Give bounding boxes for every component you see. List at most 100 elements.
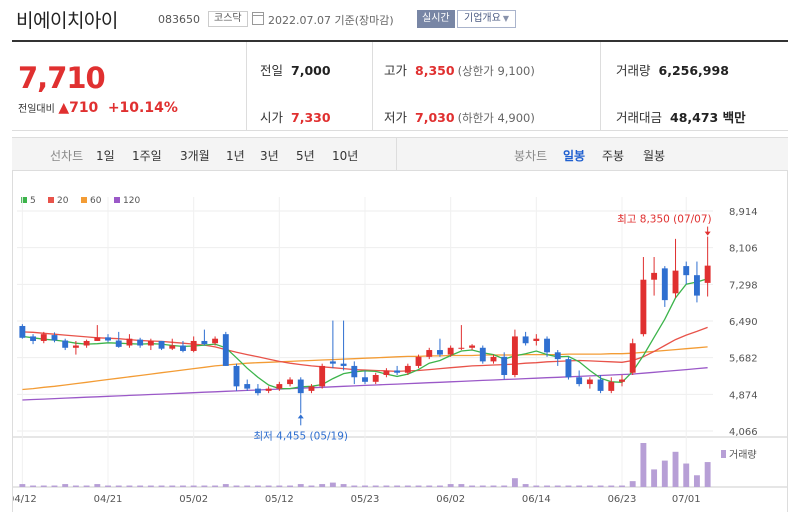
legend-label: 120 <box>123 196 140 206</box>
high-value: 8,350 <box>415 63 455 78</box>
volume-bar <box>651 469 658 487</box>
divider <box>246 42 247 131</box>
volume-bar <box>383 485 390 487</box>
y-tick-label: 4,874 <box>729 390 758 401</box>
stock-name: 비에이치아이 <box>16 10 118 32</box>
x-tick-label: 05/23 <box>351 494 380 505</box>
amount-label: 거래대금 <box>616 110 663 125</box>
candle <box>190 340 197 351</box>
volume-bar <box>190 485 197 487</box>
volume-bar <box>308 485 315 487</box>
candle <box>287 379 293 385</box>
volume-bar <box>608 485 615 487</box>
volume-bar <box>372 485 379 487</box>
candle <box>94 337 101 341</box>
candle <box>158 340 165 349</box>
candle <box>683 266 690 276</box>
candle <box>308 386 315 391</box>
tab-3y[interactable]: 3년 <box>260 149 279 163</box>
tab-1d[interactable]: 1일 <box>96 149 115 163</box>
company-overview-button[interactable]: 기업개요 ▼ <box>457 10 516 28</box>
low-value: 7,030 <box>415 110 455 125</box>
ma60-line <box>22 346 708 391</box>
candle <box>201 340 208 345</box>
volume-bar <box>447 484 454 487</box>
y-tick-label: 7,298 <box>729 280 758 291</box>
candle <box>533 338 540 341</box>
change-row: 전일대비 ▲710 +10.14% <box>18 100 178 116</box>
tab-10y[interactable]: 10년 <box>332 149 359 163</box>
high-arrow-head <box>704 231 711 236</box>
y-tick-label: 6,490 <box>729 317 758 328</box>
volume-bar <box>287 485 293 487</box>
candle <box>297 379 304 394</box>
candlestick-chart[interactable]: 5 20 60 120 8,914 8,106 7,298 6,490 5,682 4,874 4,… <box>13 171 787 512</box>
volume-value: 6,256,998 <box>658 63 729 78</box>
tab-daily[interactable]: 일봉 <box>563 149 586 163</box>
x-tick-label: 05/12 <box>265 494 294 505</box>
candle <box>511 336 518 376</box>
y-tick-label: 8,914 <box>729 207 758 218</box>
candle <box>522 336 529 344</box>
tab-5y[interactable]: 5년 <box>296 149 315 163</box>
candle <box>105 337 111 341</box>
date-text: 2022.07.07 기준(장마감) <box>268 14 394 27</box>
candle <box>72 345 79 348</box>
x-tick-label: 05/02 <box>179 494 208 505</box>
candle <box>576 377 583 385</box>
lower-limit: (하한가 4,900) <box>457 111 535 125</box>
volume-bar <box>222 484 229 487</box>
tab-1y[interactable]: 1년 <box>226 149 245 163</box>
volume-bar <box>233 485 240 487</box>
candle <box>126 338 133 346</box>
x-tick-label: 06/02 <box>436 494 465 505</box>
volume-bar <box>105 485 111 487</box>
candle <box>212 338 219 344</box>
candle <box>426 350 433 357</box>
open-label: 시가 <box>260 110 284 125</box>
volume-bar <box>244 485 251 487</box>
volume-bar <box>169 485 176 487</box>
candle <box>169 345 176 349</box>
ma120-line <box>22 367 708 401</box>
high-label: 고가 <box>384 63 408 78</box>
candle <box>415 356 422 366</box>
candle <box>233 365 240 387</box>
volume-bar <box>554 485 561 487</box>
y-tick-label: 4,066 <box>729 427 758 438</box>
candle <box>83 340 90 346</box>
tab-3m[interactable]: 3개월 <box>180 149 210 163</box>
tab-1w[interactable]: 1주일 <box>132 149 162 163</box>
candle <box>565 359 572 378</box>
low-cell: 저가 7,030 (하한가 4,900) <box>384 107 535 126</box>
realtime-button[interactable]: 실시간 <box>417 10 455 28</box>
volume-bar <box>619 485 625 487</box>
line-chart-label[interactable]: 선차트 <box>50 149 84 163</box>
tab-weekly[interactable]: 주봉 <box>602 149 625 163</box>
volume-bar <box>522 484 529 487</box>
volume-bar <box>565 485 572 487</box>
candle <box>640 279 647 335</box>
prev-close-label: 전일 <box>260 63 284 78</box>
candle <box>147 340 154 346</box>
legend-label: 5 <box>30 196 36 206</box>
chart-area: 5 20 60 120 8,914 8,106 7,298 6,490 5,682 4,874 4,… <box>12 171 788 512</box>
volume-bar <box>693 475 700 487</box>
candle <box>340 363 347 366</box>
volume-bar <box>351 485 358 487</box>
ma20-line <box>22 326 708 373</box>
candle <box>244 384 251 389</box>
candle <box>329 361 336 364</box>
volume-bar <box>511 478 518 487</box>
candle <box>351 365 358 378</box>
volume-bar <box>501 485 508 487</box>
volume-bar <box>40 485 47 487</box>
candle <box>437 350 443 355</box>
period-tabs: 선차트 1일 1주일 3개월 1년 3년 5년 10년 봉차트 일봉 주봉 월봉 <box>12 137 788 171</box>
tab-monthly[interactable]: 월봉 <box>643 149 666 163</box>
candle-chart-label[interactable]: 봉차트 <box>514 149 548 163</box>
volume-bar <box>126 485 133 487</box>
candle <box>180 345 186 351</box>
volume-bar <box>597 485 604 487</box>
stock-header: 비에이치아이 083650 코스닥 2022.07.07 기준(장마감) 실시간… <box>0 0 789 38</box>
